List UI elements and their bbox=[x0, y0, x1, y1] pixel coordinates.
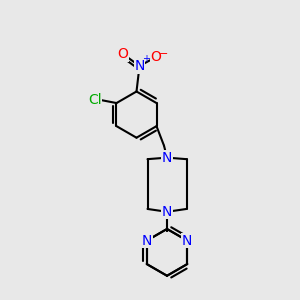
Text: N: N bbox=[142, 234, 152, 248]
Text: O: O bbox=[151, 50, 161, 64]
Text: Cl: Cl bbox=[88, 93, 102, 107]
Text: N: N bbox=[134, 59, 145, 73]
Text: −: − bbox=[159, 49, 168, 59]
Text: N: N bbox=[182, 234, 193, 248]
Text: O: O bbox=[118, 47, 128, 61]
Text: N: N bbox=[162, 205, 172, 219]
Text: N: N bbox=[162, 151, 172, 165]
Text: +: + bbox=[142, 53, 150, 64]
